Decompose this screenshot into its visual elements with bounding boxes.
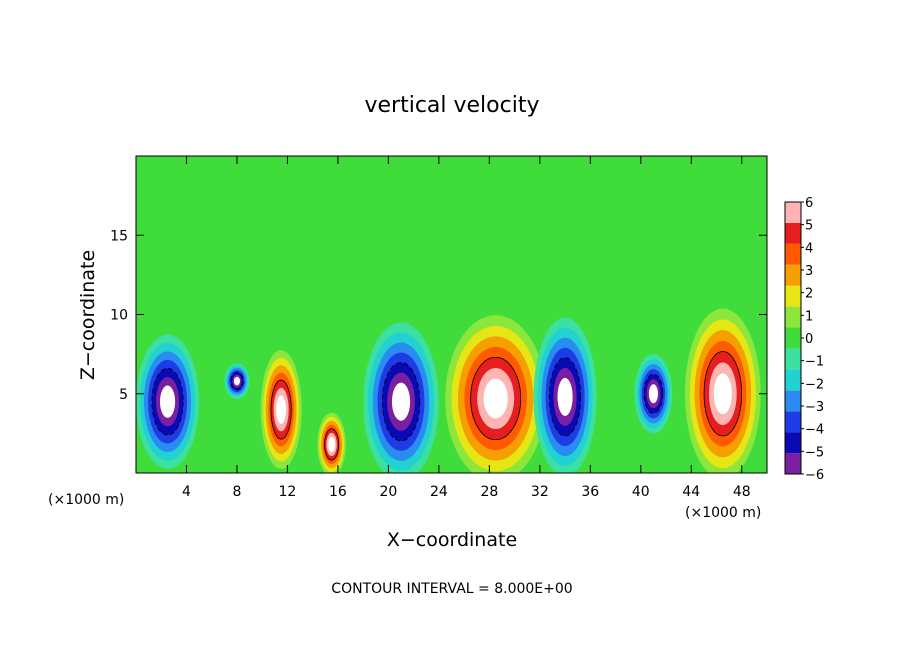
contour-line — [703, 351, 743, 437]
colorbar-swatch — [785, 243, 801, 265]
updraft-cell — [260, 350, 302, 470]
updraft-cell-band — [328, 436, 336, 453]
y-axis-label: Z−coordinate — [77, 250, 99, 380]
updraft-cell-band — [483, 378, 508, 419]
colorbar-swatch — [785, 264, 801, 286]
contour-line — [151, 367, 184, 436]
downdraft-cell — [363, 322, 439, 473]
colorbar-label: −2 — [805, 377, 824, 392]
downdraft-cell-band — [391, 382, 411, 421]
downdraft-cell — [533, 317, 597, 473]
colorbar-label: −1 — [805, 355, 824, 370]
x-tick-label: 36 — [581, 484, 599, 500]
x-tick-label: 40 — [632, 484, 650, 500]
updraft-cell — [684, 308, 761, 473]
colorbar-label: 1 — [805, 309, 813, 324]
updraft-cell-band — [276, 395, 287, 424]
colorbar-swatch — [785, 327, 801, 349]
contour-line — [230, 371, 244, 391]
colorbar-swatch — [785, 222, 801, 244]
x-axis-label: X−coordinate — [387, 529, 517, 551]
x-tick-label: 24 — [430, 484, 448, 500]
y-tick-label: 5 — [119, 387, 128, 403]
x-unit-right: (×1000 m) — [685, 505, 761, 521]
x-tick-label: 12 — [279, 484, 297, 500]
colorbar-swatch — [785, 202, 801, 223]
colorbar-swatch — [785, 348, 801, 370]
contour-interval-footer: CONTOUR INTERVAL = 8.000E+00 — [331, 581, 572, 597]
colorbar-label: 0 — [805, 332, 813, 347]
colorbar-swatch — [785, 432, 801, 454]
downdraft-cell-band — [557, 377, 573, 416]
contour-line — [549, 357, 582, 437]
contour-line — [324, 428, 340, 461]
downdraft-cell-band — [233, 376, 240, 386]
contour-line — [470, 356, 522, 441]
colorbar: −6 −5 −4 −3 −2 −1 0 1 2 3 4 5 6 — [784, 196, 824, 483]
colorbar-label: −3 — [805, 400, 824, 415]
contour-line — [643, 373, 664, 414]
colorbar-swatch — [785, 285, 801, 307]
colorbar-label: 3 — [805, 264, 813, 279]
y-tick-label: 10 — [110, 308, 128, 324]
colorbar-label: −6 — [805, 468, 824, 483]
updraft-cell — [445, 315, 547, 473]
contour-line — [381, 361, 421, 442]
y-tick-label: 15 — [110, 228, 128, 244]
colorbar-label: 4 — [805, 241, 813, 256]
colorbar-swatch — [785, 390, 801, 412]
downdraft-cell — [224, 363, 250, 399]
downdraft-cell-band — [648, 384, 658, 404]
colorbar-label: −5 — [805, 445, 824, 460]
x-tick-label: 16 — [329, 484, 347, 500]
x-tick-label: 32 — [531, 484, 549, 500]
colorbar-swatch — [785, 453, 801, 474]
updraft-cell — [317, 412, 346, 473]
x-tick-label: 44 — [682, 484, 700, 500]
updraft-cell-band — [713, 373, 732, 415]
colorbar-label: 6 — [805, 196, 813, 211]
colorbar-swatch — [785, 369, 801, 391]
x-tick-label: 8 — [232, 484, 241, 500]
downdraft-cell-band — [159, 385, 176, 418]
colorbar-swatch — [785, 411, 801, 433]
colorbar-label: −4 — [805, 423, 824, 438]
x-tick-label: 20 — [379, 484, 397, 500]
downdraft-cell — [634, 354, 673, 434]
downdraft-cell — [136, 334, 200, 470]
x-tick-label: 48 — [733, 484, 751, 500]
contour-line — [270, 379, 292, 440]
x-tick-label: 28 — [480, 484, 498, 500]
x-tick-label: 4 — [182, 484, 191, 500]
plot-area — [136, 156, 767, 473]
colorbar-label: 5 — [805, 219, 813, 234]
x-unit-left: (×1000 m) — [48, 492, 124, 508]
colorbar-swatch — [785, 306, 801, 328]
chart-title: vertical velocity — [364, 93, 539, 118]
colorbar-label: 2 — [805, 287, 813, 302]
